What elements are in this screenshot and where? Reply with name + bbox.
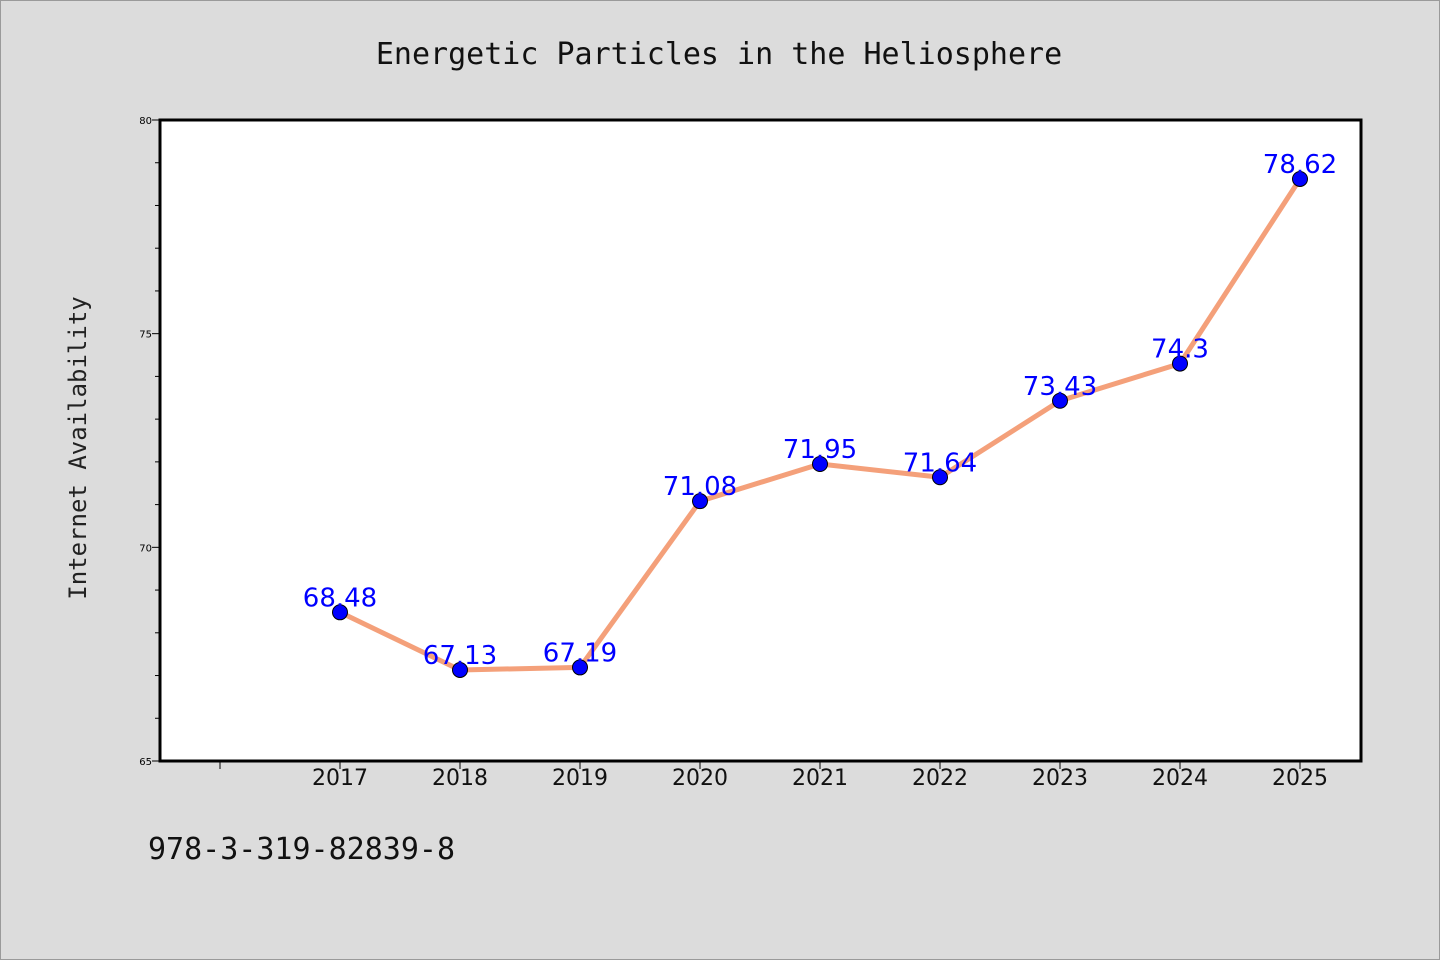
data-label: 68.48 bbox=[303, 583, 377, 613]
x-tick-label: 2022 bbox=[912, 766, 968, 791]
x-tick-label: 2019 bbox=[552, 766, 608, 791]
y-tick-label: 80 bbox=[139, 116, 152, 127]
x-tick-label: 2024 bbox=[1152, 766, 1208, 791]
data-label: 78.62 bbox=[1263, 150, 1337, 180]
x-tick-label: 2021 bbox=[792, 766, 848, 791]
data-point bbox=[1172, 355, 1188, 372]
data-label: 67.13 bbox=[423, 641, 497, 671]
x-tick-label: 2017 bbox=[312, 766, 368, 791]
x-tick-label: 2023 bbox=[1032, 766, 1088, 791]
data-label: 73.43 bbox=[1023, 372, 1097, 402]
chart-title: Energetic Particles in the Heliosphere bbox=[376, 37, 1062, 72]
data-point bbox=[812, 456, 828, 473]
y-tick-label: 70 bbox=[139, 543, 152, 554]
data-point bbox=[692, 493, 708, 510]
data-point bbox=[332, 604, 348, 621]
data-point bbox=[1292, 170, 1308, 187]
data-label: 74.3 bbox=[1151, 335, 1209, 365]
y-axis-label: Internet Availability bbox=[64, 296, 92, 599]
footer-note: 978-3-319-82839-8 bbox=[148, 832, 456, 867]
x-tick-label: 2025 bbox=[1272, 766, 1328, 791]
plot-area bbox=[158, 118, 1363, 763]
data-label: 71.08 bbox=[663, 472, 737, 502]
data-label: 71.95 bbox=[783, 435, 857, 465]
data-point bbox=[1052, 392, 1068, 409]
y-tick-label: 75 bbox=[139, 330, 152, 341]
y-tick-label: 65 bbox=[139, 757, 152, 768]
data-point bbox=[932, 469, 948, 486]
data-point bbox=[572, 659, 588, 676]
x-tick-label: 2018 bbox=[432, 766, 488, 791]
data-point bbox=[452, 661, 468, 678]
x-tick-label: 2020 bbox=[672, 766, 728, 791]
data-label: 71.64 bbox=[903, 448, 977, 478]
data-label: 67.19 bbox=[543, 638, 617, 668]
